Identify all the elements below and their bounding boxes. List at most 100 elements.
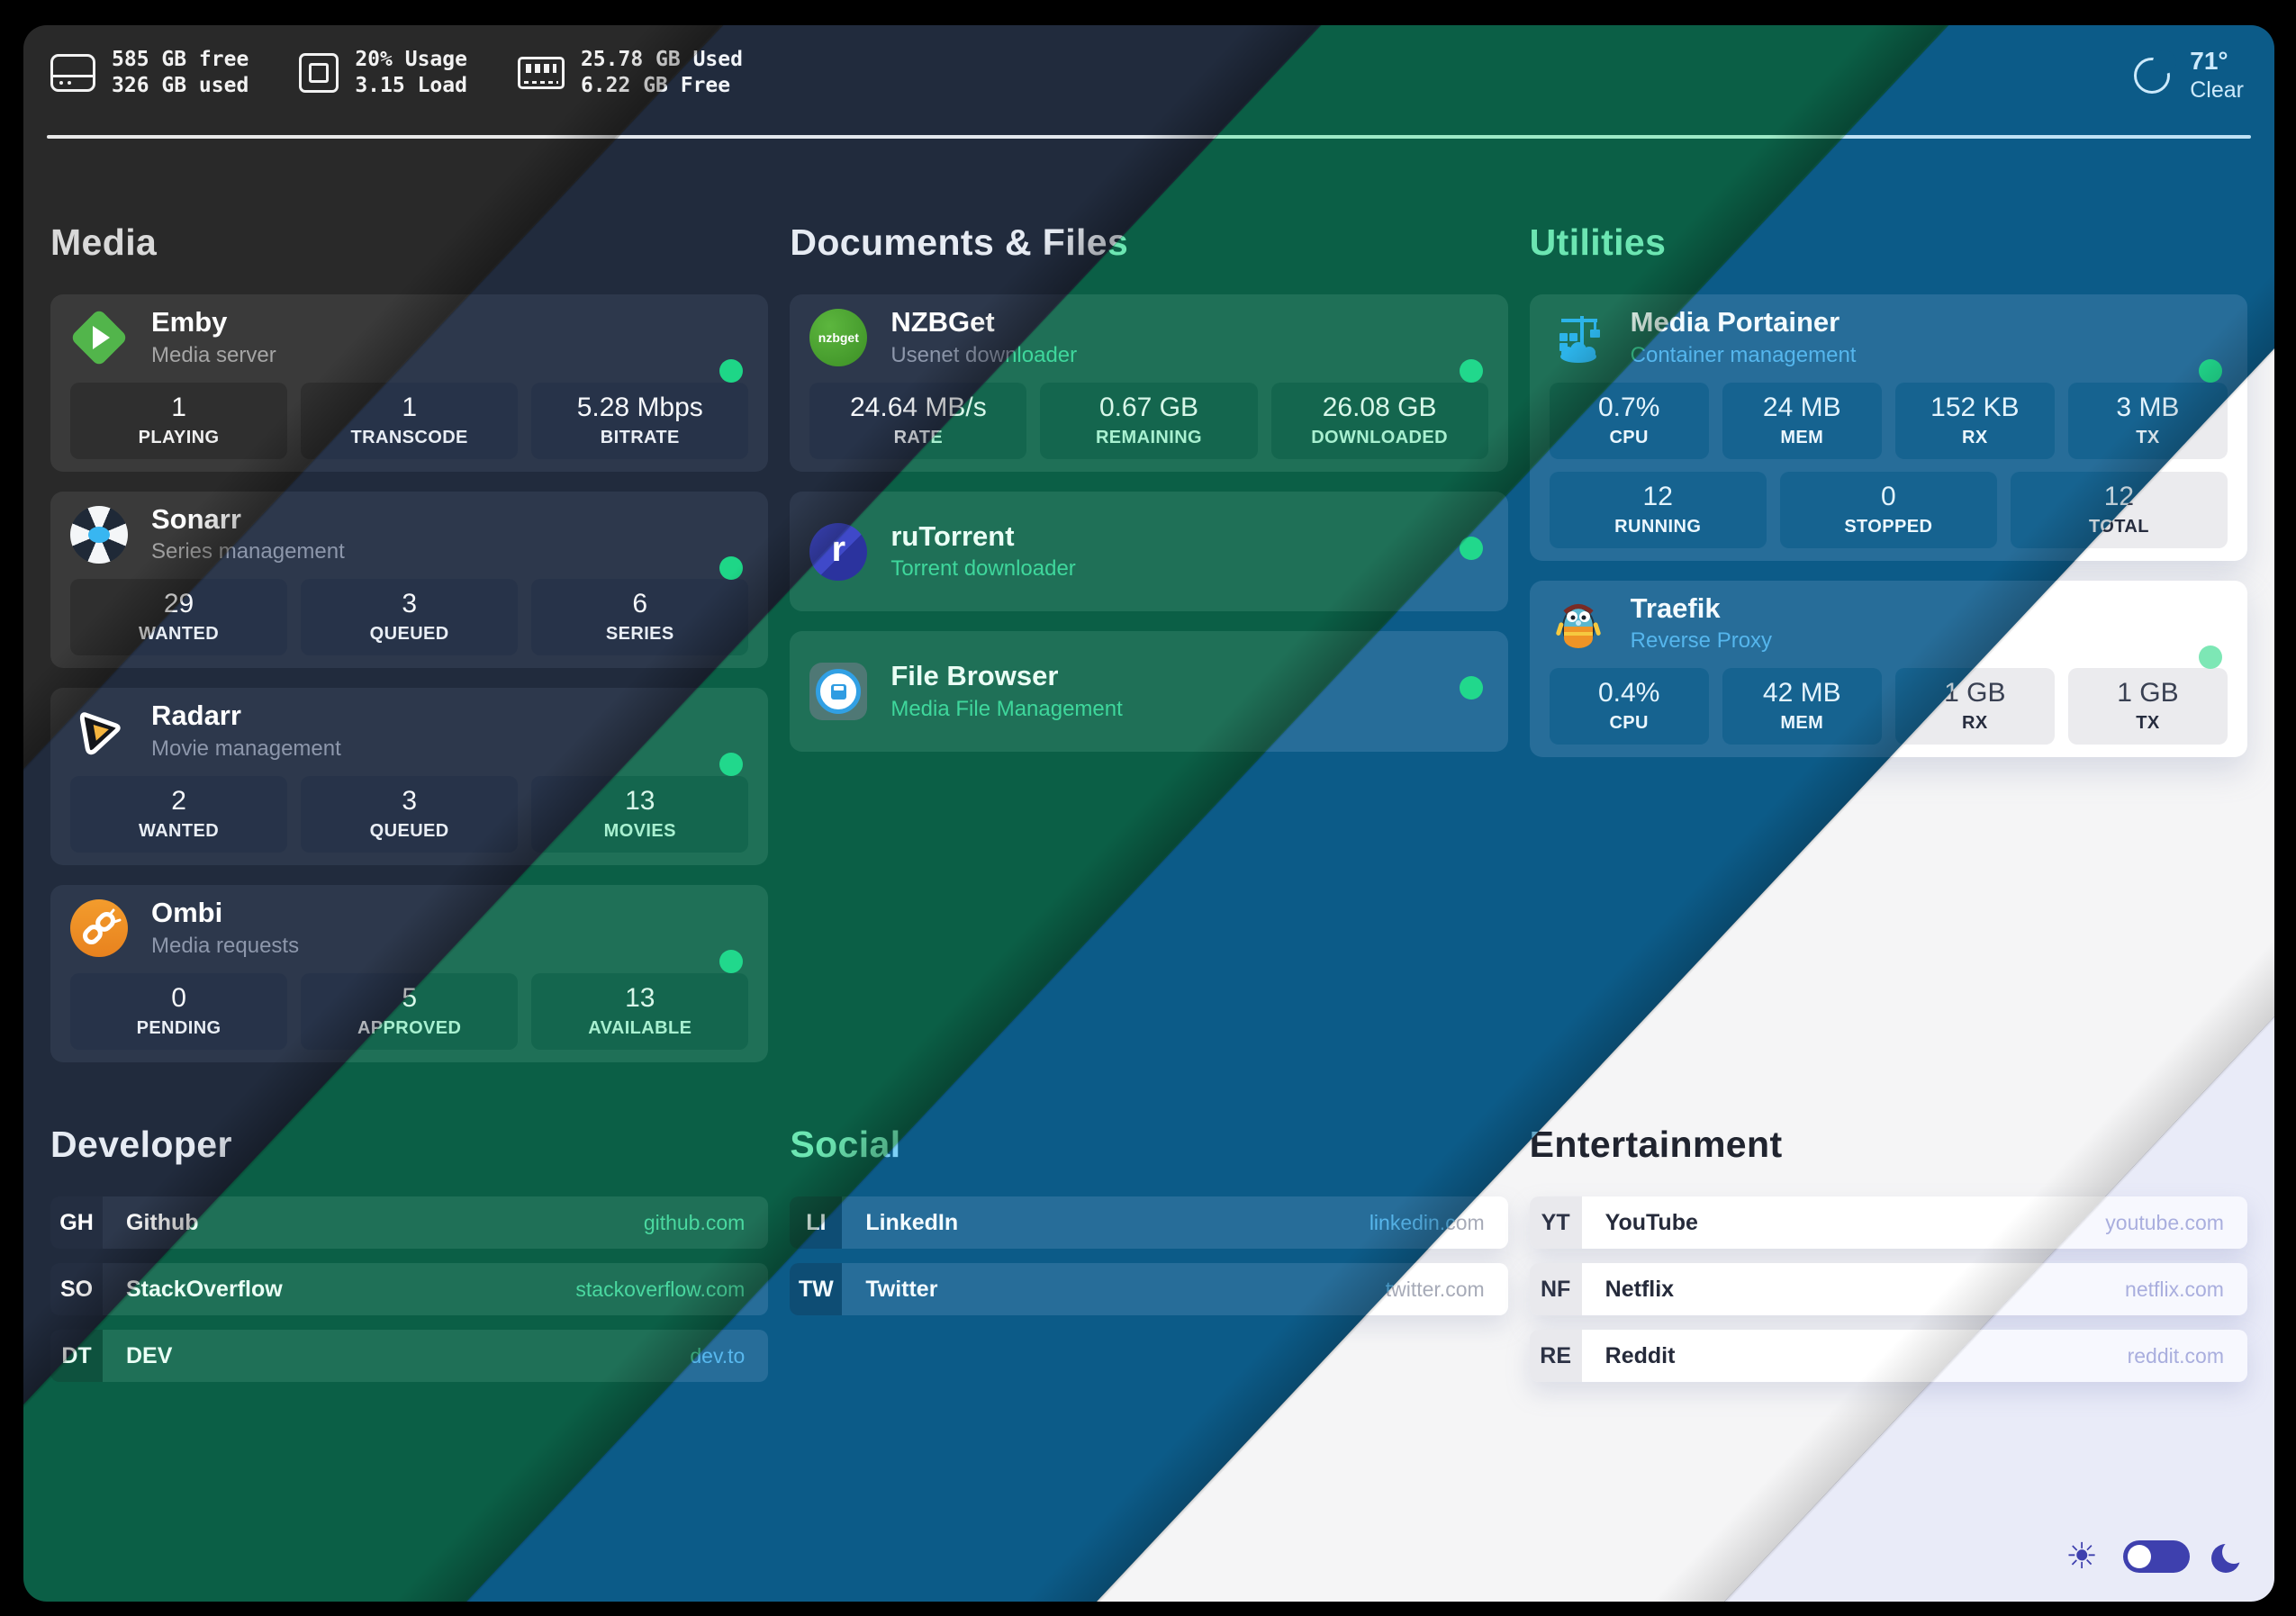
status-dot <box>719 359 744 383</box>
status-dot <box>1459 359 1483 383</box>
bookmark-domain: twitter.com <box>1385 1277 1485 1301</box>
traefik-icon <box>1550 595 1607 653</box>
app-title: Traefik <box>1630 591 1721 624</box>
weather-temp: 71° <box>2190 47 2228 75</box>
bookmark-name: Reddit <box>1604 1342 1676 1368</box>
bookmark-name: StackOverflow <box>126 1276 283 1302</box>
section-title-social: Social <box>790 1124 901 1165</box>
bookmark-domain: youtube.com <box>2105 1210 2224 1234</box>
app-subtitle: Reverse Proxy <box>1630 628 1773 654</box>
nzbget-icon: nzbget <box>809 308 868 366</box>
bookmark-abbr: NF <box>1529 1263 1582 1315</box>
sun-icon[interactable] <box>2065 1539 2098 1575</box>
ram-icon <box>517 57 565 89</box>
bookmark-abbr: GH <box>50 1196 103 1249</box>
app-title: Emby <box>151 306 228 338</box>
cpu-icon <box>299 53 339 93</box>
radarr-icon <box>70 702 128 760</box>
app-title: Radarr <box>151 700 241 732</box>
header-divider <box>47 135 723 139</box>
theme-controls <box>2065 1539 2244 1575</box>
sonarr-icon <box>70 505 128 564</box>
app-title: Ombi <box>151 897 223 929</box>
status-dot <box>1459 676 1483 700</box>
bookmark-domain: reddit.com <box>2127 1343 2224 1368</box>
bookmark-domain: stackoverflow.com <box>575 1277 746 1301</box>
bookmark-dev[interactable]: DT DEVdev.to <box>50 1330 769 1382</box>
app-subtitle: Torrent downloader <box>890 556 1076 582</box>
section-title-documents: Documents & Files <box>790 221 1129 263</box>
weather-widget: 71° Clear <box>2132 47 2244 104</box>
bookmark-stackoverflow[interactable]: SO StackOverflow stackoverflow.com <box>50 1263 769 1315</box>
status-dot <box>719 555 744 580</box>
disk-used-text: 326 GB used <box>112 74 249 97</box>
bookmark-name: LinkedIn <box>865 1209 959 1235</box>
moon-icon <box>2132 50 2177 95</box>
disk-usage-widget: 585 GB free 326 GB used <box>50 47 249 99</box>
bookmark-domain: netflix.com <box>2125 1277 2224 1301</box>
section-title-developer: Developer <box>50 1124 232 1165</box>
app-subtitle: Media requests <box>151 933 300 958</box>
system-stats: 585 GB free 326 GB used 20% Usage 3.15 L… <box>50 47 723 99</box>
app-subtitle: Movie management <box>151 736 341 762</box>
bookmark-abbr: SO <box>50 1263 103 1315</box>
emby-icon <box>69 308 129 367</box>
app-subtitle: Media server <box>151 342 276 367</box>
filebrowser-icon <box>809 663 868 721</box>
bookmark-abbr: TW <box>790 1263 843 1315</box>
dark-mode-toggle[interactable] <box>2123 1540 2190 1573</box>
cpu-usage-widget: 20% Usage 3.15 Load <box>299 47 467 99</box>
cpu-usage-text: 20% Usage <box>355 48 467 71</box>
app-title: File Browser <box>890 660 1059 692</box>
status-dot <box>719 753 744 777</box>
bookmark-abbr: RE <box>1529 1330 1582 1382</box>
bookmark-domain: github.com <box>643 1210 746 1234</box>
app-title: ruTorrent <box>890 519 1015 552</box>
bookmark-name: Netflix <box>1604 1276 1675 1302</box>
app-title: Sonarr <box>151 502 241 535</box>
section-title-media: Media <box>50 221 158 263</box>
stat-box: 0.4%CPU <box>1549 668 1709 745</box>
status-dot <box>2198 645 2222 669</box>
app-subtitle: Media File Management <box>890 697 1123 722</box>
bookmark-name: YouTube <box>1604 1209 1698 1235</box>
weather-condition: Clear <box>2190 77 2244 103</box>
status-dot <box>719 950 744 974</box>
bookmark-abbr: YT <box>1529 1196 1582 1249</box>
portainer-icon <box>1550 309 1607 366</box>
header-divider <box>47 135 1321 139</box>
ombi-icon <box>70 899 128 958</box>
cpu-load-text: 3.15 Load <box>355 74 467 97</box>
disk-icon <box>50 54 95 92</box>
app-subtitle: Container management <box>1630 342 1857 367</box>
bookmark-name: Github <box>126 1209 199 1235</box>
section-title-utilities: Utilities <box>1529 221 1667 263</box>
status-dot <box>2198 359 2222 383</box>
disk-free-text: 585 GB free <box>112 48 249 71</box>
app-title: NZBGet <box>890 306 995 338</box>
bookmark-name: Twitter <box>865 1276 938 1302</box>
section-title-entertainment: Entertainment <box>1529 1124 1783 1165</box>
dashboard-frame: 585 GB free 326 GB used 20% Usage 3.15 L… <box>23 25 2274 1602</box>
app-card-rutorrent[interactable]: r ruTorrent Torrent downloader <box>790 491 1508 612</box>
bookmark-name: DEV <box>126 1342 173 1368</box>
moon-icon[interactable] <box>2215 1542 2244 1571</box>
